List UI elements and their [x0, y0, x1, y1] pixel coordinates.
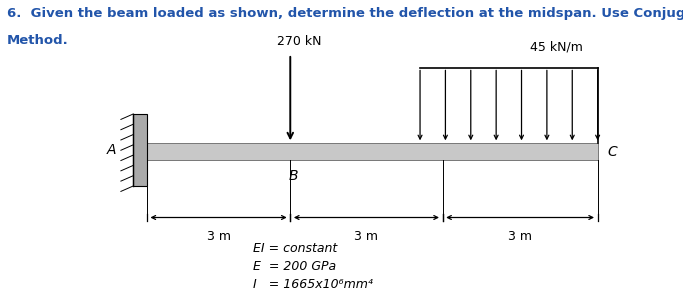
Text: 6.  Given the beam loaded as shown, determine the deflection at the midspan. Use: 6. Given the beam loaded as shown, deter… [7, 8, 683, 20]
Text: Method.: Method. [7, 34, 68, 47]
Text: 3 m: 3 m [206, 230, 231, 242]
Text: 3 m: 3 m [354, 230, 378, 242]
Text: A: A [107, 143, 116, 157]
Text: E  = 200 GPa: E = 200 GPa [253, 260, 336, 272]
Bar [147, 143, 598, 160]
Text: B: B [289, 169, 298, 183]
Text: EI = constant: EI = constant [253, 242, 337, 254]
Bar [133, 114, 147, 186]
Text: I   = 1665x10⁶mm⁴: I = 1665x10⁶mm⁴ [253, 278, 373, 290]
Text: 45 kN/m: 45 kN/m [530, 41, 583, 54]
Text: C: C [608, 145, 617, 158]
Text: 270 kN: 270 kN [277, 35, 321, 48]
Text: 3 m: 3 m [508, 230, 532, 242]
